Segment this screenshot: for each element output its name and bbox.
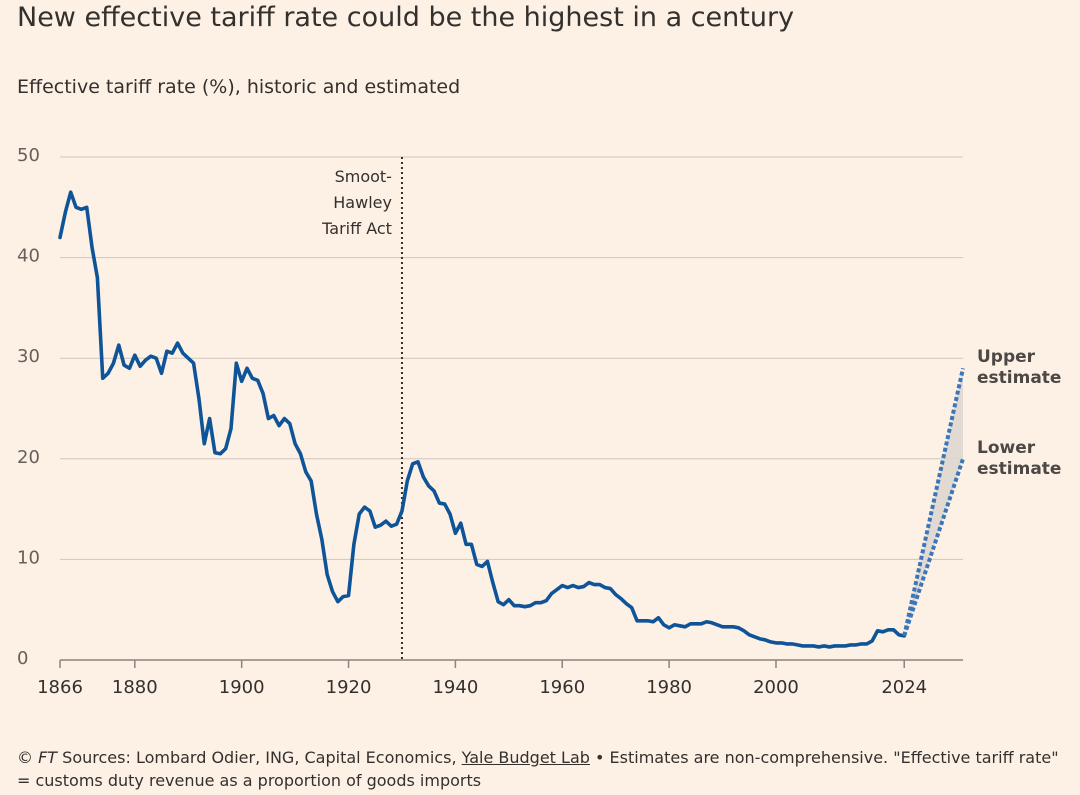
y-tick-label: 50 (17, 145, 40, 166)
sources: Sources: Lombard Odier, ING, Capital Eco… (62, 748, 457, 767)
footnote: • Estimates are non-comprehensive. "Effe… (17, 748, 1059, 790)
x-tick-label: 1920 (326, 677, 372, 698)
x-tick-label: 1980 (646, 677, 692, 698)
estimate-line (902, 458, 965, 637)
brand: FT (38, 748, 58, 767)
x-tick-label: 2024 (881, 677, 927, 698)
x-tick-label: 2000 (753, 677, 799, 698)
x-tick-label: 1900 (219, 677, 265, 698)
footer: © FT Sources: Lombard Odier, ING, Capita… (17, 746, 1067, 792)
chart-title: New effective tariff rate could be the h… (17, 2, 795, 33)
y-tick-label: 0 (17, 648, 28, 669)
x-tick-label: 1940 (432, 677, 478, 698)
x-tick-label: 1880 (112, 677, 158, 698)
series-label: Lower estimate (977, 437, 1062, 479)
series-label: Upper estimate (977, 347, 1062, 389)
copyright: © (17, 748, 33, 767)
x-tick-label: 1866 (37, 677, 83, 698)
y-tick-label: 10 (17, 547, 40, 568)
history-line (58, 190, 907, 649)
source-link[interactable]: Yale Budget Lab (461, 748, 590, 767)
x-tick-label: 1960 (539, 677, 585, 698)
y-tick-label: 30 (17, 346, 40, 367)
chart-subtitle: Effective tariff rate (%), historic and … (17, 76, 461, 98)
y-tick-label: 40 (17, 246, 40, 267)
annotation: Smoot-Hawley Tariff Act (322, 167, 392, 238)
estimate-line (902, 367, 965, 637)
y-tick-label: 20 (17, 447, 40, 468)
